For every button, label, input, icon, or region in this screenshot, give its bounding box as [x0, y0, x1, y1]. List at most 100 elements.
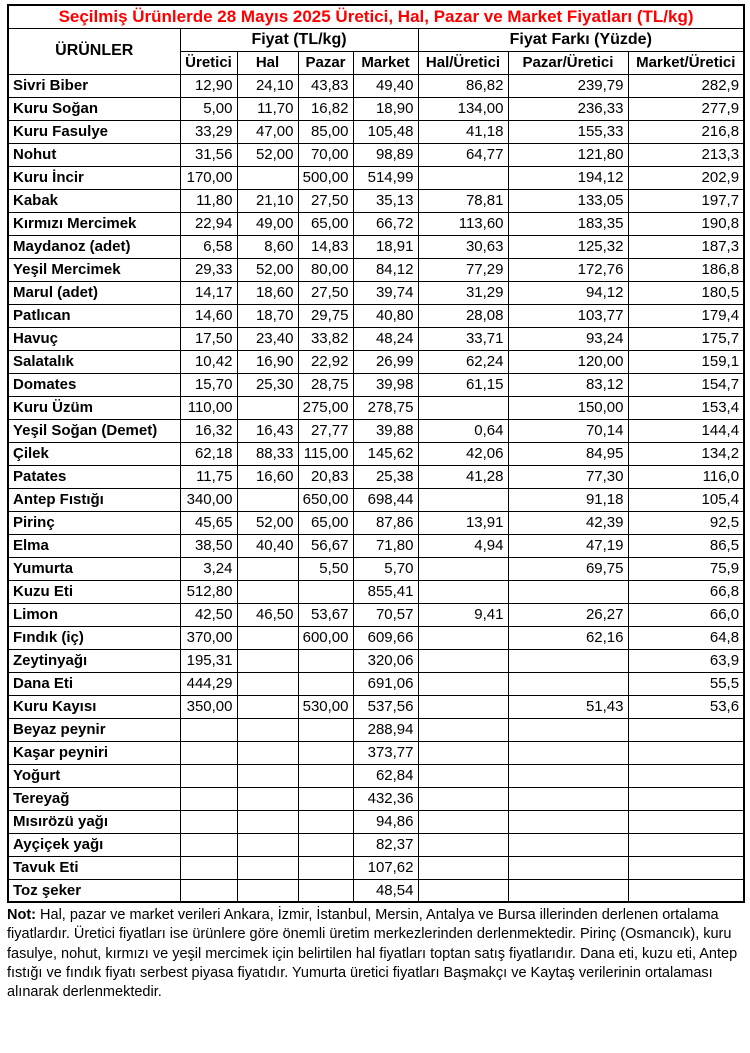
price-cell — [417, 671, 509, 696]
table-row: Zeytinyağı 195,31 320,06 63,9 — [7, 648, 745, 673]
col-header-market-uretici: Market/Üretici — [627, 50, 745, 75]
price-cell — [507, 855, 629, 880]
product-name: Fındık (iç) — [7, 625, 181, 650]
price-cell — [236, 556, 299, 581]
price-cell: 41,28 — [417, 464, 509, 489]
price-cell: 45,65 — [179, 510, 238, 535]
price-cell — [627, 786, 745, 811]
price-cell: 121,80 — [507, 142, 629, 167]
price-cell — [417, 694, 509, 719]
price-cell: 3,24 — [179, 556, 238, 581]
price-cell: 91,18 — [507, 487, 629, 512]
table-row: Dana Eti 444,29 691,06 55,5 — [7, 671, 745, 696]
price-cell: 13,91 — [417, 510, 509, 535]
price-cell: 15,70 — [179, 372, 238, 397]
price-cell: 239,79 — [507, 73, 629, 98]
price-cell: 159,1 — [627, 349, 745, 374]
price-cell: 82,37 — [352, 832, 419, 857]
price-cell — [179, 832, 238, 857]
price-cell — [236, 717, 299, 742]
table-row: Marul (adet) 14,17 18,60 27,50 39,74 31,29 94,… — [7, 280, 745, 305]
price-cell: 0,64 — [417, 418, 509, 443]
price-cell: 18,60 — [236, 280, 299, 305]
price-cell: 53,67 — [297, 602, 354, 627]
price-cell: 53,6 — [627, 694, 745, 719]
table-row: Patates 11,75 16,60 20,83 25,38 41,28 77,30 116… — [7, 464, 745, 489]
product-name: Antep Fıstığı — [7, 487, 181, 512]
price-cell: 62,84 — [352, 763, 419, 788]
product-name: Tavuk Eti — [7, 855, 181, 880]
table-body: Sivri Biber 12,90 24,10 43,83 49,40 86,82 239,… — [7, 73, 745, 903]
table-header: Seçilmiş Ürünlerde 28 Mayıs 2025 Üretici… — [7, 4, 745, 75]
price-cell: 145,62 — [352, 441, 419, 466]
price-cell — [179, 740, 238, 765]
price-cell: 14,17 — [179, 280, 238, 305]
product-name: Yumurta — [7, 556, 181, 581]
price-cell: 64,77 — [417, 142, 509, 167]
product-name: Yeşil Mercimek — [7, 257, 181, 282]
table-row: Maydanoz (adet) 6,58 8,60 14,83 18,91 30,63 12… — [7, 234, 745, 259]
price-cell — [627, 740, 745, 765]
price-cell: 56,67 — [297, 533, 354, 558]
price-cell: 80,00 — [297, 257, 354, 282]
price-cell: 18,90 — [352, 96, 419, 121]
price-cell: 66,0 — [627, 602, 745, 627]
price-cell: 71,80 — [352, 533, 419, 558]
price-cell: 40,80 — [352, 303, 419, 328]
price-cell — [297, 855, 354, 880]
price-cell: 28,08 — [417, 303, 509, 328]
price-cell: 11,70 — [236, 96, 299, 121]
price-cell: 691,06 — [352, 671, 419, 696]
price-cell: 6,58 — [179, 234, 238, 259]
price-cell: 432,36 — [352, 786, 419, 811]
product-name: Elma — [7, 533, 181, 558]
price-cell: 213,3 — [627, 142, 745, 167]
price-cell — [417, 165, 509, 190]
price-cell — [236, 878, 299, 903]
price-cell: 373,77 — [352, 740, 419, 765]
price-cell: 49,00 — [236, 211, 299, 236]
price-cell: 70,14 — [507, 418, 629, 443]
price-cell — [417, 832, 509, 857]
price-cell: 21,10 — [236, 188, 299, 213]
price-cell: 92,5 — [627, 510, 745, 535]
price-cell — [417, 855, 509, 880]
product-name: Nohut — [7, 142, 181, 167]
price-cell: 103,77 — [507, 303, 629, 328]
price-cell: 78,81 — [417, 188, 509, 213]
price-cell: 113,60 — [417, 211, 509, 236]
table-row: Beyaz peynir 288,94 — [7, 717, 745, 742]
col-header-hal-uretici: Hal/Üretici — [417, 50, 509, 75]
price-cell: 98,89 — [352, 142, 419, 167]
price-cell: 29,33 — [179, 257, 238, 282]
table-title: Seçilmiş Ürünlerde 28 Mayıs 2025 Üretici… — [7, 4, 745, 29]
price-cell — [507, 579, 629, 604]
price-cell: 39,88 — [352, 418, 419, 443]
table-row: Antep Fıstığı 340,00 650,00 698,44 91,18 105,… — [7, 487, 745, 512]
price-cell: 85,00 — [297, 119, 354, 144]
price-cell: 5,00 — [179, 96, 238, 121]
price-cell: 370,00 — [179, 625, 238, 650]
price-cell — [627, 878, 745, 903]
table-row: Kabak 11,80 21,10 27,50 35,13 78,81 133,05 197,… — [7, 188, 745, 213]
price-cell — [297, 740, 354, 765]
price-diff-group-header: Fiyat Farkı (Yüzde) — [417, 27, 745, 52]
price-cell: 172,76 — [507, 257, 629, 282]
table-row: Yeşil Soğan (Demet) 16,32 16,43 27,77 39,88 0… — [7, 418, 745, 443]
product-name: Kuru İncir — [7, 165, 181, 190]
price-cell — [417, 878, 509, 903]
price-cell: 10,42 — [179, 349, 238, 374]
product-name: Kuru Kayısı — [7, 694, 181, 719]
price-cell — [507, 832, 629, 857]
price-cell: 87,86 — [352, 510, 419, 535]
price-cell: 33,29 — [179, 119, 238, 144]
price-cell: 340,00 — [179, 487, 238, 512]
product-name: Sivri Biber — [7, 73, 181, 98]
price-cell: 277,9 — [627, 96, 745, 121]
price-cell: 77,29 — [417, 257, 509, 282]
price-cell — [417, 487, 509, 512]
price-cell: 197,7 — [627, 188, 745, 213]
price-cell — [417, 625, 509, 650]
price-cell: 94,86 — [352, 809, 419, 834]
group-header-row: ÜRÜNLER Fiyat (TL/kg) Fiyat Farkı (Yüzde… — [7, 27, 745, 75]
